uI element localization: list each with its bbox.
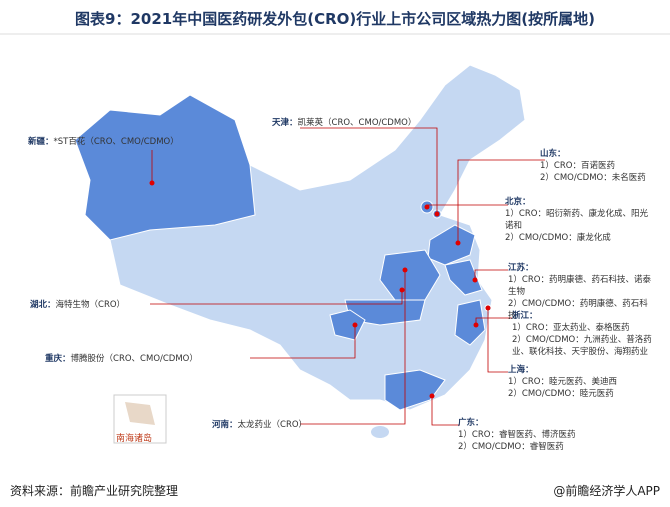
company-line: 2）CMO/CDMO：康龙化成 xyxy=(505,233,611,243)
annotation: 河南：太龙药业（CRO） xyxy=(212,419,362,431)
marker-dot xyxy=(402,267,408,273)
company-line: 海特生物（CRO） xyxy=(55,300,126,310)
region: 山东： xyxy=(540,149,566,159)
inset-box xyxy=(113,394,167,444)
region: 湖北： xyxy=(30,300,56,310)
brand: @前瞻经济学人APP xyxy=(553,484,660,498)
annotation: 江苏： 1）CRO：药明康德、药石科技、诺泰生物 2）CMO/CDMO：药明康德、药… xyxy=(508,262,653,322)
leader-line xyxy=(457,159,545,243)
annotation: 上海： 1）CRO：睦元医药、美迪西 2）CMO/CDMO：睦元医药 xyxy=(508,364,648,400)
annotation: 广东： 1）CRO：睿智医药、博济医药 2）CMO/CDMO：睿智医药 xyxy=(458,417,618,453)
company-line: 1）CRO：亚太药业、泰格医药 xyxy=(512,323,630,333)
leader-line xyxy=(300,127,438,214)
company-line: 2）CMO/CDMO：未名医药 xyxy=(540,173,646,183)
marker-dot xyxy=(149,180,155,186)
region: 重庆： xyxy=(45,354,71,364)
company-line: 2）CMO/CDMO：睿智医药 xyxy=(458,442,564,452)
chongqing xyxy=(329,309,366,341)
marker-dot xyxy=(472,277,478,283)
source: 资料来源：前瞻产业研究院整理 xyxy=(10,484,179,498)
region: 新疆： xyxy=(28,137,54,147)
company-line: 2）CMO/CDMO：九洲药业、普洛药业、联化科技、天宇股份、海翔药业 xyxy=(512,335,652,357)
company-line: 1）CRO：睿智医药、博济医药 xyxy=(458,430,576,440)
company-line: 太龙药业（CRO） xyxy=(237,420,308,430)
marker-dot xyxy=(424,204,430,210)
company-line: 凯莱英（CRO、CMO/CDMO） xyxy=(297,118,417,128)
inset-shape xyxy=(125,402,155,425)
region: 天津： xyxy=(272,118,298,128)
marker-dot xyxy=(399,287,405,293)
annotation: 北京： 1）CRO：昭衍新药、康龙化成、阳光诺和 2）CMO/CDMO：康龙化成 xyxy=(505,196,655,244)
marker-dot xyxy=(352,322,358,328)
company-line: 1）CRO：百诺医药 xyxy=(540,161,615,171)
leader-line xyxy=(487,308,508,373)
annotation: 山东： 1）CRO：百诺医药 2）CMO/CDMO：未名医药 xyxy=(540,148,660,184)
leader-line xyxy=(300,270,406,425)
company-line: *ST百花（CRO、CMO/CDMO） xyxy=(53,137,179,147)
company-line: 2）CMO/CDMO：药明康德、药石科技 xyxy=(508,299,648,321)
annotation: 新疆：*ST百花（CRO、CMO/CDMO） xyxy=(28,136,228,148)
company-line: 1）CRO：睦元医药、美迪西 xyxy=(508,377,617,387)
leader-line xyxy=(431,396,460,426)
annotation: 重庆：博腾股份（CRO、CMO/CDMO） xyxy=(45,353,245,365)
marker-dot xyxy=(429,393,435,399)
annotation: 天津：凯莱英（CRO、CMO/CDMO） xyxy=(272,117,472,129)
region: 北京： xyxy=(505,197,531,207)
region: 广东： xyxy=(458,418,484,428)
region: 河南： xyxy=(212,420,238,430)
zhejiang xyxy=(454,299,486,346)
title: 图表9：2021年中国医药研发外包(CRO)行业上市公司区域热力图(按所属地) xyxy=(75,10,595,28)
region: 浙江： xyxy=(512,311,538,321)
company-line: 1）CRO：药明康德、药石科技、诺泰生物 xyxy=(508,275,651,297)
region: 江苏： xyxy=(508,263,534,273)
guangdong xyxy=(384,369,446,411)
annotation: 湖北：海特生物（CRO） xyxy=(30,299,180,311)
marker-dot xyxy=(485,305,491,311)
leader-line xyxy=(150,290,403,305)
leaders xyxy=(149,127,545,426)
marker-dot xyxy=(434,211,440,217)
leader-line xyxy=(474,269,508,280)
marker-dot xyxy=(455,240,461,246)
region: 上海： xyxy=(508,365,534,375)
annotation: 浙江： 1）CRO：亚太药业、泰格医药 2）CMO/CDMO：九洲药业、普洛药业、联… xyxy=(512,310,662,358)
company-line: 博腾股份（CRO、CMO/CDMO） xyxy=(70,354,198,364)
xinjiang xyxy=(74,94,256,241)
hainan xyxy=(371,426,389,438)
company-line: 1）CRO：昭衍新药、康龙化成、阳光诺和 xyxy=(505,209,648,231)
leader-line xyxy=(250,325,356,359)
company-line: 2）CMO/CDMO：睦元医药 xyxy=(508,389,614,399)
jiangsu xyxy=(444,259,483,296)
marker-dot xyxy=(473,322,479,328)
inset-label: 南海诸岛 xyxy=(116,434,153,444)
